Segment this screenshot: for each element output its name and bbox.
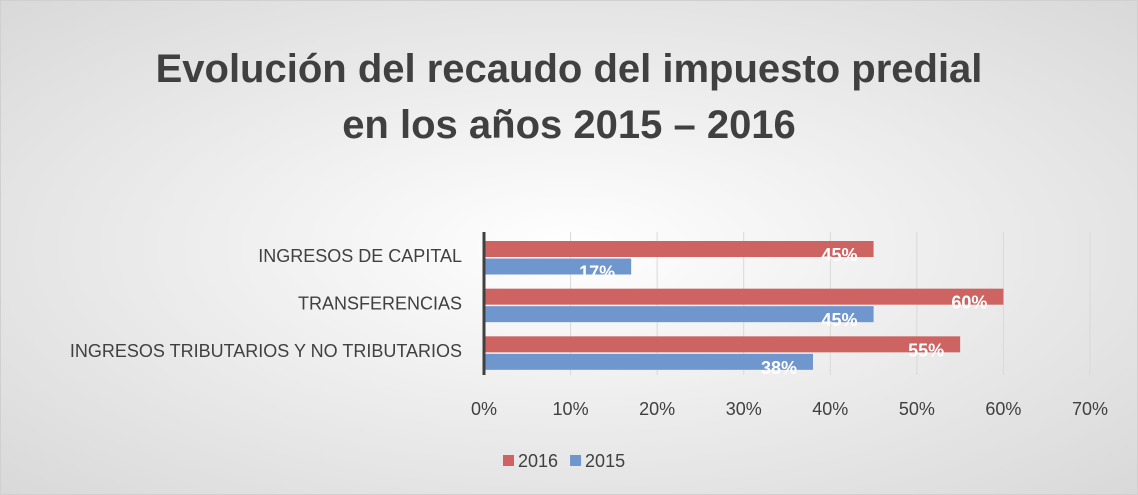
y-tick-label: INGRESOS DE CAPITAL bbox=[258, 246, 462, 266]
y-tick-label: INGRESOS TRIBUTARIOS Y NO TRIBUTARIOS bbox=[70, 341, 462, 361]
x-tick-label: 30% bbox=[726, 399, 762, 419]
value-label: 38% bbox=[761, 358, 797, 378]
x-tick-label: 60% bbox=[985, 399, 1021, 419]
bar bbox=[484, 336, 961, 353]
bar bbox=[484, 241, 874, 257]
x-tick-label: 70% bbox=[1072, 399, 1108, 419]
legend-swatch bbox=[570, 455, 582, 466]
legend-label: 2016 bbox=[518, 451, 558, 471]
x-tick-label: 40% bbox=[812, 399, 848, 419]
value-label: 60% bbox=[951, 293, 987, 313]
value-label: 45% bbox=[822, 245, 858, 265]
value-label: 55% bbox=[908, 340, 944, 360]
bar bbox=[484, 353, 813, 370]
chart-title: en los años 2015 – 2016 bbox=[342, 103, 796, 147]
x-tick-label: 10% bbox=[553, 399, 589, 419]
x-tick-label: 0% bbox=[471, 399, 497, 419]
y-tick-label: TRANSFERENCIAS bbox=[298, 293, 462, 313]
chart-title: Evolución del recaudo del impuesto predi… bbox=[156, 47, 983, 91]
x-tick-label: 20% bbox=[639, 399, 675, 419]
x-tick-label: 50% bbox=[899, 399, 935, 419]
value-label: 17% bbox=[579, 263, 615, 283]
bar bbox=[484, 306, 874, 323]
bar bbox=[484, 258, 632, 275]
bar bbox=[484, 288, 1004, 305]
legend-swatch bbox=[503, 455, 514, 466]
legend-label: 2015 bbox=[585, 451, 625, 471]
value-label: 45% bbox=[822, 310, 858, 330]
